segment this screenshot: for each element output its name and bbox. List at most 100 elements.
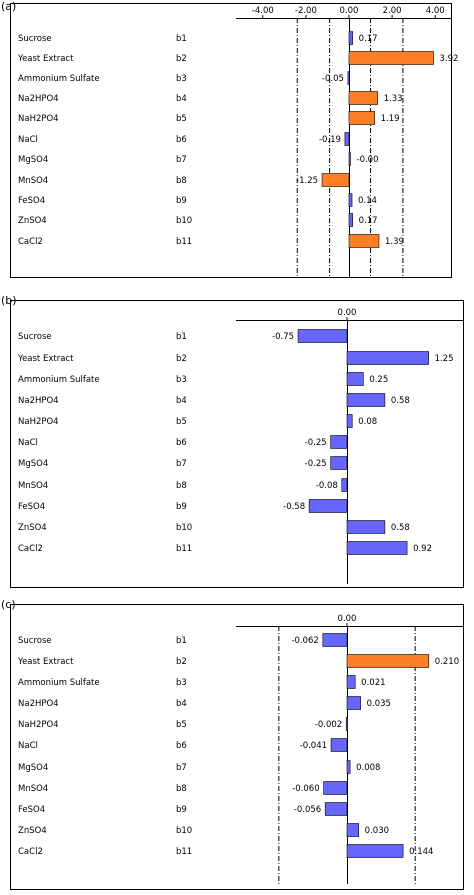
- chart-b-category-label: MnSO4: [18, 481, 48, 491]
- chart-b-code-label: b3: [176, 375, 187, 385]
- chart-a-value-label: 0.14: [358, 196, 377, 206]
- chart-c-value-label: -0.056: [294, 805, 321, 815]
- chart-b-code-label: b2: [176, 354, 187, 364]
- chart-c-bar: [323, 781, 348, 795]
- chart-a-code-label: b11: [176, 237, 192, 247]
- chart-a-value-label: 0.17: [359, 216, 378, 226]
- chart-b-value-label: 0.58: [391, 396, 410, 406]
- chart-c-category-label: NaH2PO4: [18, 720, 59, 730]
- chart-a-code-label: b5: [176, 114, 187, 124]
- chart-c-value-label: -0.060: [292, 784, 319, 794]
- chart-b-value-label: -0.25: [305, 438, 327, 448]
- chart-c-value-label: 0.144: [409, 847, 433, 857]
- chart-a-category-label: MnSO4: [18, 176, 48, 186]
- chart-c: 0.00 Sucrose b1 -0.062 Yeast Extract b2 0.210 A…: [10, 604, 464, 890]
- chart-b-bar: [341, 478, 348, 492]
- chart-a-category-label: NaCl: [18, 135, 38, 145]
- chart-a-code-label: b8: [176, 176, 187, 186]
- chart-a-bar: [348, 111, 375, 125]
- chart-b-code-label: b8: [176, 481, 187, 491]
- chart-c-code-label: b7: [176, 763, 187, 773]
- chart-c-code-label: b1: [176, 636, 187, 646]
- chart-b-value-label: 0.58: [391, 523, 410, 533]
- chart-c-value-label: 0.210: [435, 657, 459, 667]
- chart-c-category-label: Yeast Extract: [17, 657, 74, 667]
- chart-b-bar: [346, 414, 353, 428]
- chart-a-code-label: b9: [176, 196, 187, 206]
- chart-a-value-label: 1.33: [384, 94, 403, 104]
- chart-b-code-label: b4: [176, 396, 187, 406]
- chart-b-bar: [297, 329, 348, 343]
- chart-c-code-label: b2: [176, 657, 187, 667]
- chart-c-category-label: FeSO4: [18, 805, 45, 815]
- chart-a-bar: [348, 234, 380, 248]
- chart-b-code-label: b9: [176, 502, 187, 512]
- chart-b-bar: [330, 435, 348, 449]
- chart-a-code-label: b2: [176, 54, 187, 64]
- chart-a-value-label: -1.25: [296, 176, 318, 186]
- chart-b-category-label: FeSO4: [18, 502, 45, 512]
- chart-b-value-label: -0.58: [283, 502, 305, 512]
- chart-b-code-label: b1: [176, 332, 187, 342]
- chart-c-bar: [346, 675, 356, 689]
- panel-c-label: (c): [1, 598, 16, 611]
- chart-c-bar: [345, 717, 349, 731]
- chart-b-category-label: NaH2PO4: [18, 417, 59, 427]
- chart-a-value-label: 1.19: [381, 114, 400, 124]
- chart-c-category-label: Sucrose: [18, 636, 52, 646]
- chart-a-code-label: b4: [176, 94, 187, 104]
- chart-a-bar: [348, 91, 378, 105]
- chart-b-code-label: b10: [176, 523, 192, 533]
- chart-c-category-label: Na2HPO4: [18, 699, 59, 709]
- chart-b-code-label: b5: [176, 417, 187, 427]
- chart-c-bar: [330, 738, 348, 752]
- chart-c-code-label: b3: [176, 678, 187, 688]
- chart-c-code-label: b5: [176, 720, 187, 730]
- chart-c-code-label: b11: [176, 847, 192, 857]
- chart-a-category-label: ZnSO4: [18, 216, 47, 226]
- chart-b-category-label: NaCl: [18, 438, 38, 448]
- chart-b-category-label: ZnSO4: [18, 523, 47, 533]
- chart-a-bar: [348, 31, 353, 45]
- panel-b-label: (b): [1, 294, 17, 307]
- chart-b-frame: [10, 300, 464, 588]
- chart-a-bar: [348, 193, 353, 207]
- chart-b-bar: [346, 541, 408, 555]
- chart-c-category-label: MnSO4: [18, 784, 48, 794]
- chart-a-tick-label: -2.00: [295, 6, 317, 16]
- chart-a-tick-label: -4.00: [252, 6, 274, 16]
- chart-a-category-label: CaCl2: [18, 237, 43, 247]
- chart-a-code-label: b6: [176, 135, 187, 145]
- chart-a-tick-label: 2.00: [383, 6, 402, 16]
- chart-b: 0.00 Sucrose b1 -0.75 Yeast Extract b2 1.25 Amm…: [10, 300, 464, 588]
- chart-a-bar: [348, 51, 434, 65]
- chart-a-code-label: b7: [176, 155, 187, 165]
- chart-b-value-label: 0.92: [413, 544, 432, 554]
- chart-b-code-label: b11: [176, 544, 192, 554]
- chart-a-category-label: Yeast Extract: [17, 54, 74, 64]
- chart-b-value-label: 0.08: [358, 417, 377, 427]
- chart-a-category-label: Sucrose: [18, 34, 52, 44]
- chart-b-value-label: -0.08: [316, 481, 338, 491]
- chart-a-value-label: -0.19: [319, 135, 341, 145]
- chart-a-value-label: 1.39: [385, 237, 404, 247]
- chart-b-category-label: Sucrose: [18, 332, 52, 342]
- chart-a-value-label: -0.00: [357, 155, 379, 165]
- chart-c-code-label: b4: [176, 699, 187, 709]
- chart-c-value-label: 0.035: [367, 699, 391, 709]
- chart-a-bar: [344, 132, 350, 146]
- chart-c-value-label: -0.041: [300, 741, 327, 751]
- chart-c-code-label: b9: [176, 805, 187, 815]
- chart-a-bar: [348, 152, 351, 166]
- chart-b-category-label: Ammonium Sulfate: [18, 375, 100, 385]
- chart-b-bar: [346, 351, 429, 365]
- chart-b-value-label: 1.25: [435, 354, 454, 364]
- chart-c-bar: [346, 696, 361, 710]
- chart-a-bar: [347, 71, 350, 85]
- chart-c-bar: [324, 802, 348, 816]
- chart-b-value-label: -0.75: [272, 332, 294, 342]
- chart-b-value-label: -0.25: [305, 459, 327, 469]
- chart-b-code-label: b6: [176, 438, 187, 448]
- chart-a: -4.00 -2.00 0.00 2.00 4.00 Sucrose b1 0.17 Yeast…: [10, 3, 458, 278]
- chart-a-value-label: 0.17: [359, 34, 378, 44]
